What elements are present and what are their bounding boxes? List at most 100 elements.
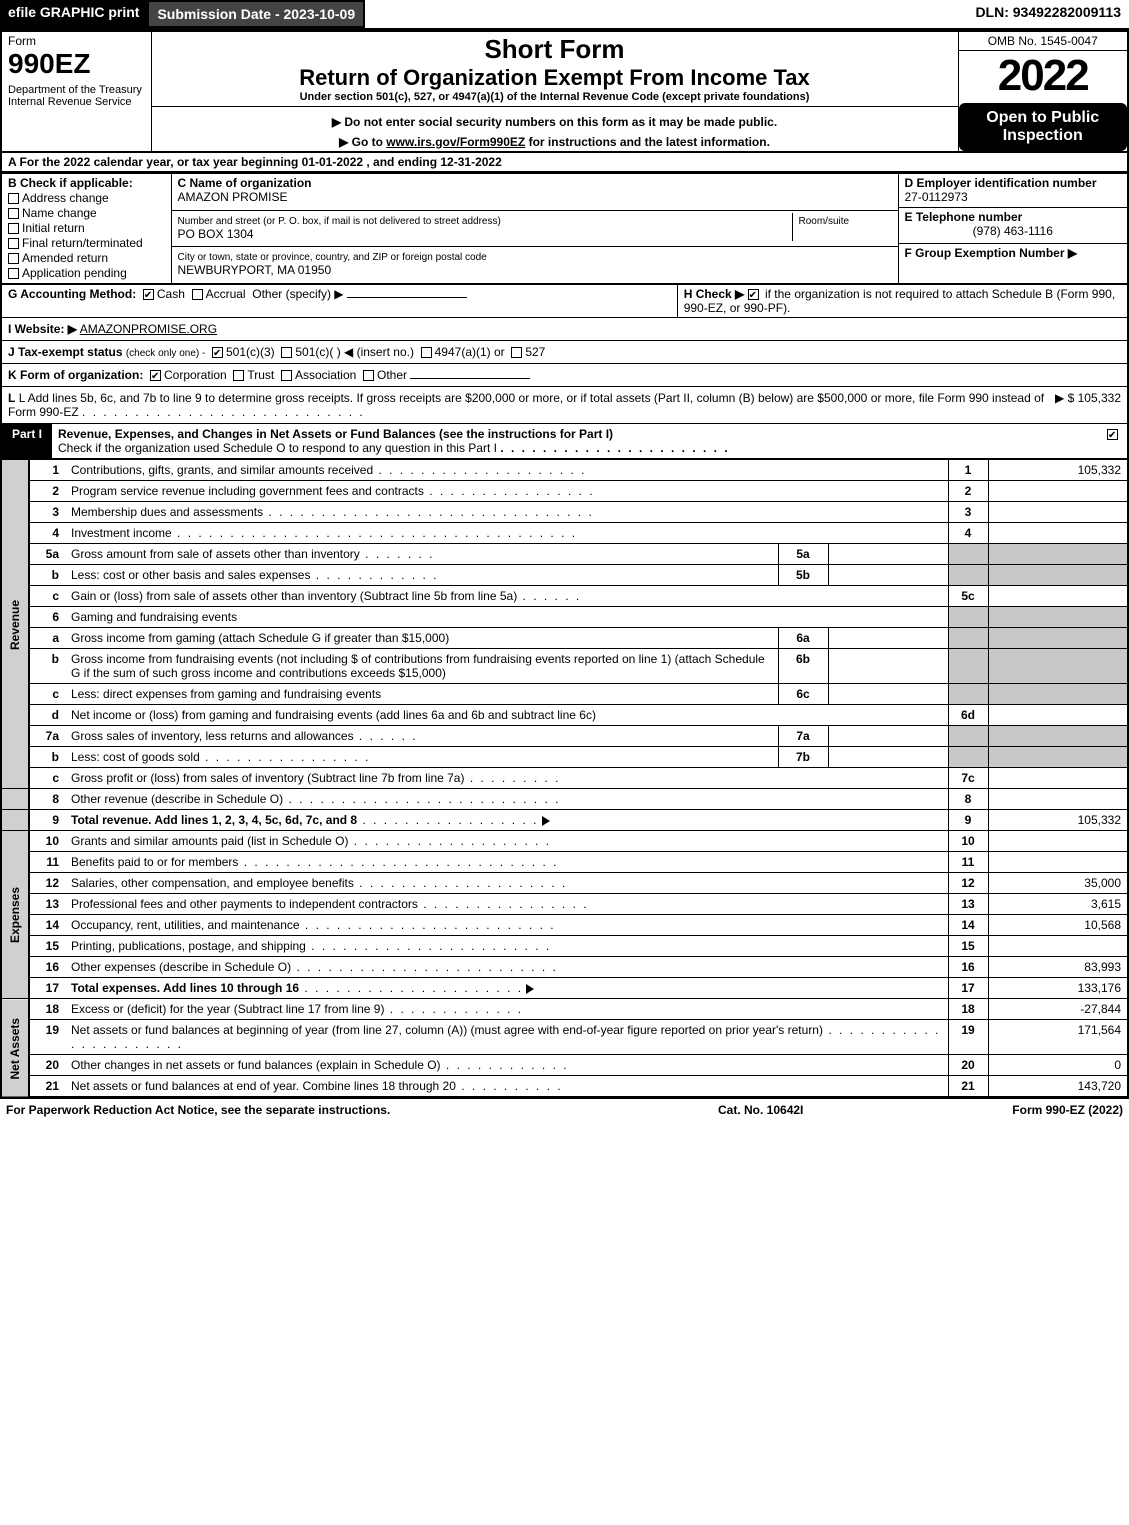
line-20-desc: Other changes in net assets or fund bala…: [71, 1058, 441, 1072]
line-7c: c Gross profit or (loss) from sales of i…: [1, 768, 1128, 789]
line-3-num: 3: [29, 502, 65, 523]
part1-checkbox[interactable]: [1101, 424, 1127, 458]
line-5a-num: 5a: [29, 544, 65, 565]
line-21: 21 Net assets or fund balances at end of…: [1, 1076, 1128, 1098]
line-2: 2 Program service revenue including gove…: [1, 481, 1128, 502]
line-1-amt: 105,332: [988, 460, 1128, 481]
line-6b-desc: Gross income from fundraising events (no…: [65, 649, 778, 684]
line-17-desc: Total expenses. Add lines 10 through 16: [71, 981, 299, 995]
line-6a-subval: [828, 628, 948, 649]
j-opt3: 4947(a)(1) or: [435, 345, 505, 359]
line-6b: b Gross income from fundraising events (…: [1, 649, 1128, 684]
line-6a-shade: [948, 628, 988, 649]
other-specify-input[interactable]: [347, 297, 467, 298]
arrow-icon: [542, 816, 550, 826]
line-1-num: 1: [29, 460, 65, 481]
section-c-city: City or town, state or province, country…: [171, 247, 898, 284]
street-value: PO BOX 1304: [178, 227, 254, 241]
line-6d-num: d: [29, 705, 65, 726]
line-12: 12 Salaries, other compensation, and emp…: [1, 873, 1128, 894]
info-table: B Check if applicable: Address change Na…: [0, 173, 1129, 284]
goto-note: ▶ Go to www.irs.gov/Form990EZ for instru…: [158, 135, 952, 149]
line-7b-subval: [828, 747, 948, 768]
form-number: 990EZ: [8, 48, 145, 80]
line-6-desc: Gaming and fundraising events: [65, 607, 948, 628]
line-6d-code: 6d: [948, 705, 988, 726]
website-value[interactable]: AMAZONPROMISE.ORG: [80, 322, 217, 336]
ssn-note: ▶ Do not enter social security numbers o…: [158, 115, 952, 129]
line-5b-sub: 5b: [778, 565, 828, 586]
chk-527[interactable]: [511, 347, 522, 358]
line-11-code: 11: [948, 852, 988, 873]
line-6-shade2: [988, 607, 1128, 628]
line-5c: c Gain or (loss) from sale of assets oth…: [1, 586, 1128, 607]
city-label: City or town, state or province, country…: [178, 252, 487, 263]
chk-application-pending[interactable]: Application pending: [8, 266, 165, 280]
chk-501c3[interactable]: [212, 347, 223, 358]
section-j: J Tax-exempt status (check only one) - 5…: [0, 341, 1129, 364]
line-6: 6 Gaming and fundraising events: [1, 607, 1128, 628]
line-8-desc: Other revenue (describe in Schedule O): [71, 792, 283, 806]
chk-corp[interactable]: [150, 370, 161, 381]
chk-accrual[interactable]: [192, 289, 203, 300]
short-form-title: Short Form: [158, 34, 952, 65]
line-13-amt: 3,615: [988, 894, 1128, 915]
chk-4947[interactable]: [421, 347, 432, 358]
line-13: 13 Professional fees and other payments …: [1, 894, 1128, 915]
section-b-title: B Check if applicable:: [8, 176, 133, 190]
line-7a-shade2: [988, 726, 1128, 747]
notes-cell: ▶ Do not enter social security numbers o…: [151, 106, 958, 152]
dln-label: DLN: 93492282009113: [967, 0, 1129, 28]
k-other-input[interactable]: [410, 378, 530, 379]
section-l: L L Add lines 5b, 6c, and 7b to line 9 t…: [0, 387, 1129, 424]
line-9-code: 9: [948, 810, 988, 831]
line-18-code: 18: [948, 999, 988, 1020]
section-d-label: D Employer identification number: [905, 176, 1097, 190]
line-15-amt: [988, 936, 1128, 957]
line-6b-shade: [948, 649, 988, 684]
chk-final-return[interactable]: Final return/terminated: [8, 236, 165, 250]
chk-initial-return[interactable]: Initial return: [8, 221, 165, 235]
chk-assoc[interactable]: [281, 370, 292, 381]
chk-trust[interactable]: [233, 370, 244, 381]
chk-address-change[interactable]: Address change: [8, 191, 165, 205]
efile-label[interactable]: efile GRAPHIC print: [0, 0, 147, 28]
section-j-label: J Tax-exempt status: [8, 345, 123, 359]
chk-501c[interactable]: [281, 347, 292, 358]
line-6b-shade2: [988, 649, 1128, 684]
line-7a: 7a Gross sales of inventory, less return…: [1, 726, 1128, 747]
line-6c-shade2: [988, 684, 1128, 705]
line-6-shade: [948, 607, 988, 628]
line-6a-num: a: [29, 628, 65, 649]
phone-value: (978) 463-1116: [905, 224, 1122, 238]
cash-label: Cash: [157, 287, 185, 301]
line-19-amt: 171,564: [988, 1020, 1128, 1055]
line-14-amt: 10,568: [988, 915, 1128, 936]
chk-schedule-b[interactable]: [748, 289, 759, 300]
line-7c-num: c: [29, 768, 65, 789]
section-k: K Form of organization: Corporation Trus…: [0, 364, 1129, 387]
chk-amended-return[interactable]: Amended return: [8, 251, 165, 265]
chk-other-org[interactable]: [363, 370, 374, 381]
tax-year: 2022: [959, 51, 1128, 101]
line-5c-amt: [988, 586, 1128, 607]
line-5a: 5a Gross amount from sale of assets othe…: [1, 544, 1128, 565]
chk-name-change[interactable]: Name change: [8, 206, 165, 220]
line-4-desc: Investment income: [71, 526, 172, 540]
line-7b-desc: Less: cost of goods sold: [71, 750, 200, 764]
main-table: Revenue 1 Contributions, gifts, grants, …: [0, 459, 1129, 1098]
irs-link[interactable]: www.irs.gov/Form990EZ: [386, 135, 525, 149]
line-7c-amt: [988, 768, 1128, 789]
line-2-code: 2: [948, 481, 988, 502]
j-opt1: 501(c)(3): [226, 345, 275, 359]
footer-left: For Paperwork Reduction Act Notice, see …: [6, 1103, 509, 1117]
line-20: 20 Other changes in net assets or fund b…: [1, 1055, 1128, 1076]
line-19-num: 19: [29, 1020, 65, 1055]
line-7b-shade2: [988, 747, 1128, 768]
j-opt2: 501(c)( ) ◀ (insert no.): [295, 345, 414, 359]
section-h: H Check ▶ if the organization is not req…: [677, 285, 1128, 318]
chk-cash[interactable]: [143, 289, 154, 300]
room-label: Room/suite: [799, 216, 850, 227]
line-16-desc: Other expenses (describe in Schedule O): [71, 960, 291, 974]
line-13-code: 13: [948, 894, 988, 915]
